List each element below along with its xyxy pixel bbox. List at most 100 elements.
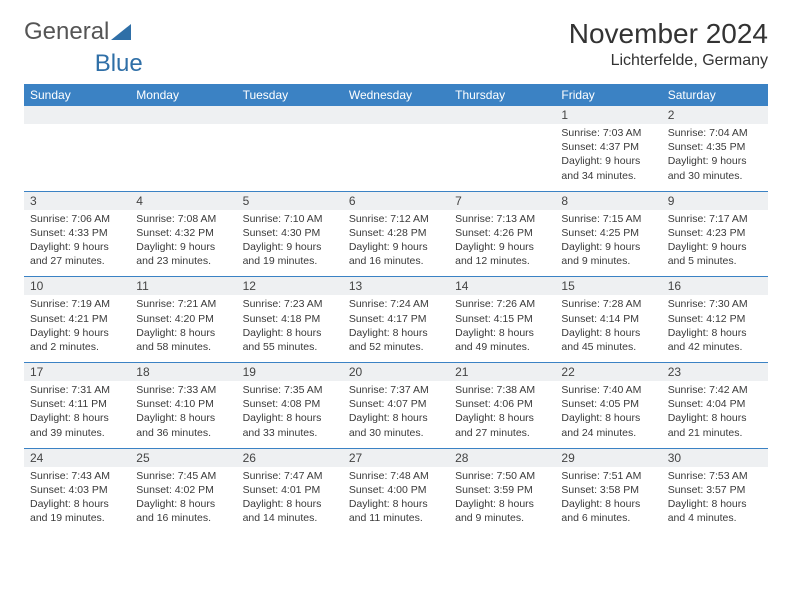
cell-sunrise: Sunrise: 7:53 AM (668, 469, 762, 483)
day-number-cell: 2 (662, 106, 768, 124)
content-row: Sunrise: 7:06 AMSunset: 4:33 PMDaylight:… (24, 210, 768, 277)
day-content-cell: Sunrise: 7:08 AMSunset: 4:32 PMDaylight:… (130, 210, 236, 277)
cell-day1: Daylight: 8 hours (561, 326, 655, 340)
cell-sunset: Sunset: 4:20 PM (136, 312, 230, 326)
cell-sunrise: Sunrise: 7:50 AM (455, 469, 549, 483)
cell-day1: Daylight: 8 hours (136, 411, 230, 425)
daynum-row: 12 (24, 106, 768, 124)
cell-day1: Daylight: 8 hours (349, 326, 443, 340)
cell-day2: and 55 minutes. (243, 340, 337, 354)
cell-sunset: Sunset: 4:11 PM (30, 397, 124, 411)
day-number-cell: 30 (662, 448, 768, 467)
cell-sunrise: Sunrise: 7:28 AM (561, 297, 655, 311)
cell-day1: Daylight: 9 hours (243, 240, 337, 254)
cell-day1: Daylight: 8 hours (561, 411, 655, 425)
cell-day2: and 49 minutes. (455, 340, 549, 354)
day-content-cell: Sunrise: 7:13 AMSunset: 4:26 PMDaylight:… (449, 210, 555, 277)
cell-sunrise: Sunrise: 7:30 AM (668, 297, 762, 311)
day-number-cell: 5 (237, 191, 343, 210)
day-content-cell: Sunrise: 7:19 AMSunset: 4:21 PMDaylight:… (24, 295, 130, 362)
calendar-body: 12Sunrise: 7:03 AMSunset: 4:37 PMDayligh… (24, 106, 768, 533)
day-content-cell: Sunrise: 7:33 AMSunset: 4:10 PMDaylight:… (130, 381, 236, 448)
cell-sunset: Sunset: 4:10 PM (136, 397, 230, 411)
day-number-cell: 14 (449, 277, 555, 296)
day-number-cell: 23 (662, 363, 768, 382)
day-number-cell (449, 106, 555, 124)
cell-day1: Daylight: 9 hours (30, 326, 124, 340)
cell-day2: and 58 minutes. (136, 340, 230, 354)
cell-day2: and 27 minutes. (30, 254, 124, 268)
cell-day2: and 9 minutes. (561, 254, 655, 268)
day-number-cell: 16 (662, 277, 768, 296)
cell-day1: Daylight: 9 hours (30, 240, 124, 254)
cell-sunrise: Sunrise: 7:23 AM (243, 297, 337, 311)
day-content-cell: Sunrise: 7:53 AMSunset: 3:57 PMDaylight:… (662, 467, 768, 534)
cell-day2: and 16 minutes. (136, 511, 230, 525)
cell-sunrise: Sunrise: 7:43 AM (30, 469, 124, 483)
cell-day1: Daylight: 9 hours (668, 154, 762, 168)
cell-day2: and 11 minutes. (349, 511, 443, 525)
cell-day1: Daylight: 9 hours (136, 240, 230, 254)
day-number-cell: 29 (555, 448, 661, 467)
daynum-row: 3456789 (24, 191, 768, 210)
cell-sunrise: Sunrise: 7:03 AM (561, 126, 655, 140)
cell-day1: Daylight: 8 hours (455, 326, 549, 340)
day-content-cell: Sunrise: 7:45 AMSunset: 4:02 PMDaylight:… (130, 467, 236, 534)
cell-day1: Daylight: 9 hours (455, 240, 549, 254)
day-number-cell (130, 106, 236, 124)
day-content-cell: Sunrise: 7:35 AMSunset: 4:08 PMDaylight:… (237, 381, 343, 448)
day-content-cell: Sunrise: 7:30 AMSunset: 4:12 PMDaylight:… (662, 295, 768, 362)
brand-logo: General (24, 18, 133, 46)
day-content-cell: Sunrise: 7:21 AMSunset: 4:20 PMDaylight:… (130, 295, 236, 362)
day-content-cell: Sunrise: 7:17 AMSunset: 4:23 PMDaylight:… (662, 210, 768, 277)
cell-day2: and 23 minutes. (136, 254, 230, 268)
day-number-cell: 15 (555, 277, 661, 296)
cell-day2: and 52 minutes. (349, 340, 443, 354)
day-header: Tuesday (237, 84, 343, 106)
day-content-cell: Sunrise: 7:23 AMSunset: 4:18 PMDaylight:… (237, 295, 343, 362)
day-content-cell: Sunrise: 7:48 AMSunset: 4:00 PMDaylight:… (343, 467, 449, 534)
cell-day2: and 34 minutes. (561, 169, 655, 183)
day-content-cell: Sunrise: 7:24 AMSunset: 4:17 PMDaylight:… (343, 295, 449, 362)
cell-sunset: Sunset: 4:21 PM (30, 312, 124, 326)
cell-sunset: Sunset: 4:04 PM (668, 397, 762, 411)
day-number-cell (24, 106, 130, 124)
content-row: Sunrise: 7:31 AMSunset: 4:11 PMDaylight:… (24, 381, 768, 448)
calendar-table: SundayMondayTuesdayWednesdayThursdayFrid… (24, 84, 768, 533)
calendar-head: SundayMondayTuesdayWednesdayThursdayFrid… (24, 84, 768, 106)
cell-day1: Daylight: 8 hours (243, 326, 337, 340)
cell-day2: and 39 minutes. (30, 426, 124, 440)
cell-day1: Daylight: 8 hours (668, 497, 762, 511)
cell-sunset: Sunset: 4:15 PM (455, 312, 549, 326)
day-content-cell: Sunrise: 7:26 AMSunset: 4:15 PMDaylight:… (449, 295, 555, 362)
cell-sunrise: Sunrise: 7:24 AM (349, 297, 443, 311)
brand-part2-wrap: GenerBlue (28, 50, 128, 78)
day-number-cell (343, 106, 449, 124)
cell-day2: and 21 minutes. (668, 426, 762, 440)
cell-sunrise: Sunrise: 7:48 AM (349, 469, 443, 483)
cell-sunrise: Sunrise: 7:08 AM (136, 212, 230, 226)
day-content-cell: Sunrise: 7:37 AMSunset: 4:07 PMDaylight:… (343, 381, 449, 448)
cell-day2: and 16 minutes. (349, 254, 443, 268)
cell-day2: and 24 minutes. (561, 426, 655, 440)
day-number-cell: 8 (555, 191, 661, 210)
cell-sunset: Sunset: 4:03 PM (30, 483, 124, 497)
day-content-cell: Sunrise: 7:12 AMSunset: 4:28 PMDaylight:… (343, 210, 449, 277)
cell-sunset: Sunset: 4:28 PM (349, 226, 443, 240)
cell-sunset: Sunset: 4:23 PM (668, 226, 762, 240)
day-content-cell (130, 124, 236, 191)
cell-day2: and 4 minutes. (668, 511, 762, 525)
cell-sunset: Sunset: 4:14 PM (561, 312, 655, 326)
cell-sunset: Sunset: 4:18 PM (243, 312, 337, 326)
cell-sunset: Sunset: 3:59 PM (455, 483, 549, 497)
cell-day2: and 42 minutes. (668, 340, 762, 354)
brand-part2: Blue (95, 50, 143, 77)
day-content-cell: Sunrise: 7:10 AMSunset: 4:30 PMDaylight:… (237, 210, 343, 277)
brand-part1: General (24, 18, 109, 46)
cell-day1: Daylight: 8 hours (243, 497, 337, 511)
cell-day1: Daylight: 8 hours (243, 411, 337, 425)
cell-sunrise: Sunrise: 7:17 AM (668, 212, 762, 226)
cell-sunrise: Sunrise: 7:35 AM (243, 383, 337, 397)
day-number-cell: 26 (237, 448, 343, 467)
cell-day1: Daylight: 8 hours (30, 497, 124, 511)
